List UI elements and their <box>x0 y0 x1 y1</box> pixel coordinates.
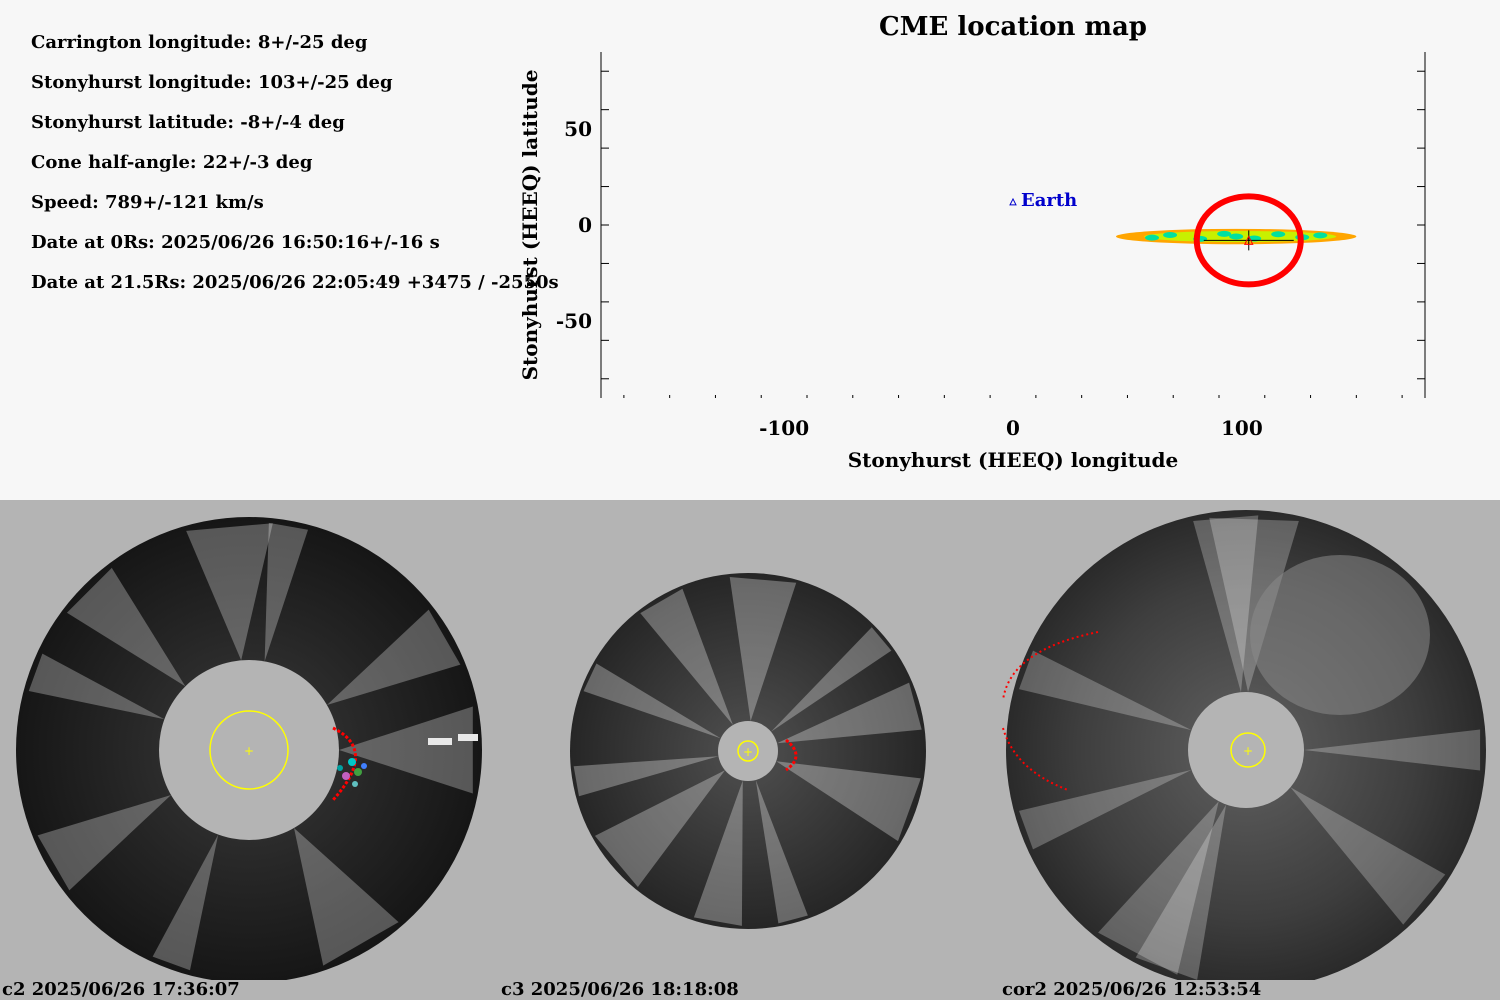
chart-marks: Earth <box>1009 190 1304 288</box>
cor2-occulter <box>1188 692 1304 808</box>
earth-label: Earth <box>1021 190 1077 211</box>
c3-caption: c3 2025/06/26 18:18:08 <box>501 979 739 1000</box>
c2-occulter <box>159 660 339 840</box>
c2-sun-disk <box>209 710 289 790</box>
coronal-streamer <box>339 706 473 794</box>
cme-location-circle <box>1193 193 1304 288</box>
x-tick-label: -100 <box>759 416 809 440</box>
coronal-streamer <box>1209 517 1299 693</box>
coronal-streamer <box>1019 650 1192 731</box>
coronal-streamer <box>1304 729 1481 771</box>
c3-sun-center-marker: + <box>743 745 753 759</box>
c2-streamers <box>28 522 473 971</box>
coronal-streamer <box>1135 804 1227 980</box>
coronal-streamer <box>294 827 399 966</box>
coronal-streamer <box>640 588 733 726</box>
param-cone-half-angle: Cone half-angle: 22+/-3 deg <box>31 152 313 173</box>
param-speed: Speed: 789+/-121 km/s <box>31 192 264 213</box>
coronal-streamer <box>755 779 808 924</box>
cor2-sun-center-marker: + <box>1243 744 1253 758</box>
x-tick-label: 100 <box>1221 416 1263 440</box>
cme-footprint-core <box>1271 231 1286 238</box>
cme-map-section: Carrington longitude: 8+/-25 deg Stonyhu… <box>31 12 1426 472</box>
chart-title: CME location map <box>879 12 1147 42</box>
coronal-streamer <box>326 609 461 705</box>
coronal-streamer <box>1193 515 1259 693</box>
coronal-streamer <box>1098 801 1219 975</box>
cme-center-marker <box>1243 235 1254 245</box>
cor2-bright-region <box>1250 555 1430 715</box>
coronal-streamer <box>152 834 219 971</box>
cme-location-map: CME location map -100 0 100 -50 0 50 Earth St… <box>518 12 1426 472</box>
x-tick-label: 0 <box>1006 416 1020 440</box>
coronal-streamer <box>776 761 921 842</box>
coronal-streamer <box>264 522 309 662</box>
coronal-streamer <box>729 576 797 722</box>
earth-marker <box>1009 197 1017 206</box>
param-stonyhurst-longitude: Stonyhurst longitude: 103+/-25 deg <box>31 72 393 93</box>
cme-parameters: Carrington longitude: 8+/-25 deg Stonyhu… <box>31 30 559 310</box>
c3-streamers <box>573 576 922 926</box>
coronal-streamer <box>37 795 172 891</box>
coronal-streamer <box>1019 769 1192 850</box>
coronal-streamer <box>573 756 719 797</box>
c2-cme-points <box>337 758 367 787</box>
coronal-streamer <box>186 523 273 661</box>
coronal-streamer <box>770 627 892 732</box>
c2-sun-center-marker: + <box>244 744 254 758</box>
c3-occulter <box>718 721 778 781</box>
cme-footprint-core <box>1145 234 1160 241</box>
c2-cme-fit <box>331 726 357 802</box>
cor2-sun-disk <box>1230 732 1266 768</box>
param-date-0rs: Date at 0Rs: 2025/06/26 16:50:16+/-16 s <box>31 232 440 253</box>
c2-image: + <box>16 517 482 980</box>
cor2-caption: cor2 2025/06/26 12:53:54 <box>1002 979 1262 1000</box>
coronal-streamer <box>594 770 726 888</box>
chart-axes: -100 0 100 -50 0 50 <box>556 52 1426 440</box>
cme-footprint <box>1116 228 1357 245</box>
coronagraph-panels: + + <box>16 510 1486 980</box>
x-axis-label: Stonyhurst (HEEQ) longitude <box>848 448 1179 472</box>
cme-footprint-core <box>1217 230 1232 237</box>
y-tick-label: 50 <box>564 117 592 141</box>
cme-footprint-core <box>1163 231 1178 238</box>
param-stonyhurst-latitude: Stonyhurst latitude: -8+/-4 deg <box>31 112 345 133</box>
c3-image: + <box>570 573 926 929</box>
coronal-streamer <box>776 682 922 744</box>
coronagraph-images: + + <box>0 500 1500 1000</box>
c2-caption: c2 2025/06/26 17:36:07 <box>2 979 240 1000</box>
param-date-21rs: Date at 21.5Rs: 2025/06/26 22:05:49 +347… <box>31 272 559 293</box>
cme-footprint-core <box>1313 232 1328 239</box>
param-carrington-longitude: Carrington longitude: 8+/-25 deg <box>31 32 368 53</box>
y-tick-label: -50 <box>556 309 592 333</box>
y-axis-label: Stonyhurst (HEEQ) latitude <box>518 70 542 381</box>
coronal-streamer <box>583 663 721 739</box>
cor2-image: + <box>1002 510 1486 980</box>
coronal-streamer <box>28 653 165 720</box>
cme-footprint-core <box>1229 233 1244 240</box>
coronal-streamer <box>693 780 743 926</box>
cor2-streamers <box>1019 515 1481 980</box>
coronal-streamer <box>1290 787 1446 925</box>
c3-sun-disk <box>737 740 759 762</box>
coronal-streamer <box>66 567 186 687</box>
y-tick-label: 0 <box>578 213 592 237</box>
